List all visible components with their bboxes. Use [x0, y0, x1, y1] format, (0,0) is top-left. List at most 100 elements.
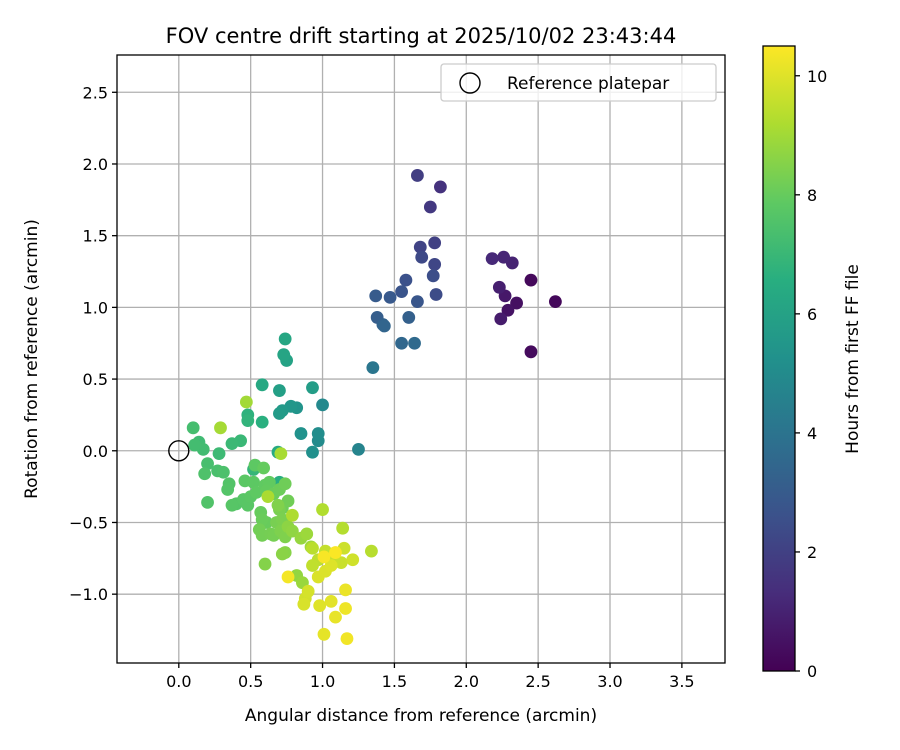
data-point — [201, 457, 214, 471]
data-point — [221, 483, 235, 496]
data-point — [216, 465, 230, 479]
data-point — [317, 550, 331, 564]
legend-reference-marker — [459, 72, 481, 94]
data-point — [306, 445, 319, 459]
data-point — [366, 361, 380, 375]
legend-label: Reference platepar — [507, 74, 669, 94]
grid — [117, 55, 725, 663]
data-point — [225, 437, 239, 451]
data-point — [324, 594, 338, 608]
colorbar-ticks: 0 2 4 6 8 10 — [795, 67, 827, 681]
data-point — [411, 169, 424, 182]
data-point — [365, 544, 378, 558]
data-point — [281, 494, 295, 508]
data-point — [255, 378, 269, 392]
data-point — [497, 250, 511, 264]
data-point — [408, 336, 421, 350]
data-point — [201, 495, 214, 509]
data-point — [294, 427, 308, 440]
x-tick-label: 2.0 — [454, 672, 479, 691]
colorbar-tick-label: 10 — [807, 67, 827, 86]
data-point — [411, 295, 424, 309]
data-point — [250, 485, 263, 499]
data-point — [334, 556, 348, 570]
data-point — [501, 303, 515, 317]
data-point — [212, 447, 226, 461]
y-axis-label: Rotation from reference (arcmin) — [22, 219, 42, 499]
data-point — [423, 200, 437, 214]
data-points — [186, 169, 562, 646]
y-tick-label: 1.0 — [83, 298, 108, 317]
data-point — [214, 421, 227, 435]
data-point — [329, 546, 342, 559]
data-point — [395, 285, 408, 299]
data-point — [278, 477, 292, 491]
data-point — [352, 442, 365, 456]
data-point — [494, 312, 508, 326]
data-point — [428, 257, 442, 271]
data-point — [255, 415, 269, 429]
y-tick-label: 0.0 — [83, 442, 108, 461]
x-axis-label: Angular distance from reference (arcmin) — [245, 706, 597, 726]
colorbar-tick-label: 0 — [807, 662, 817, 681]
data-point — [306, 381, 319, 395]
data-point — [275, 547, 289, 561]
data-point — [383, 290, 397, 304]
data-point — [306, 541, 319, 555]
data-point — [336, 521, 350, 535]
data-point — [429, 288, 443, 301]
data-point — [415, 250, 429, 264]
data-point — [277, 348, 291, 362]
colorbar: 0 2 4 6 8 10 Hours from first FF file — [762, 45, 863, 681]
data-point — [402, 311, 416, 324]
x-tick-label: 1.5 — [382, 672, 407, 691]
data-point — [278, 332, 292, 346]
data-point — [428, 236, 442, 250]
colorbar-tick-label: 8 — [807, 186, 817, 205]
x-tick-label: 3.5 — [669, 672, 694, 691]
data-point — [329, 610, 342, 624]
data-point — [297, 597, 311, 611]
colorbar-tick-label: 4 — [807, 424, 817, 443]
data-point — [413, 240, 427, 254]
x-tick-label: 3.0 — [597, 672, 622, 691]
reference-marker-layer — [168, 440, 190, 462]
data-point — [426, 269, 440, 283]
data-point — [255, 513, 269, 527]
data-point — [339, 583, 352, 597]
data-point — [257, 461, 271, 475]
y-tick-label: 2.0 — [83, 155, 108, 174]
data-point — [281, 570, 295, 584]
y-tick-label: 1.5 — [83, 227, 108, 246]
data-point — [271, 498, 285, 512]
data-point — [324, 559, 338, 572]
plot-frame — [116, 54, 726, 664]
data-point — [285, 524, 299, 538]
data-point — [316, 398, 329, 412]
y-tick-label: 2.5 — [83, 83, 108, 102]
data-point — [395, 336, 408, 350]
data-point — [261, 490, 275, 504]
y-tick-label: −0.5 — [69, 513, 108, 532]
data-point — [313, 599, 327, 613]
data-point — [198, 467, 212, 481]
data-point — [311, 427, 325, 440]
colorbar-gradient — [762, 45, 796, 672]
data-point — [346, 553, 360, 567]
data-point — [273, 384, 286, 397]
x-tick-label: 1.0 — [310, 672, 335, 691]
colorbar-tick-label: 6 — [807, 305, 817, 324]
data-point — [340, 632, 354, 646]
reference-marker — [168, 440, 190, 462]
data-point — [548, 295, 562, 309]
y-axis-ticks: −1.0 −0.5 0.0 0.5 1.0 1.5 2.0 2.5 — [69, 83, 117, 604]
data-point — [300, 527, 314, 541]
data-point — [225, 498, 239, 512]
data-point — [239, 395, 253, 409]
colorbar-label: Hours from first FF file — [843, 264, 863, 454]
colorbar-tick-label: 2 — [807, 543, 817, 562]
data-point — [485, 252, 499, 266]
data-point — [273, 407, 286, 420]
data-point — [316, 503, 329, 516]
data-point — [434, 180, 447, 194]
